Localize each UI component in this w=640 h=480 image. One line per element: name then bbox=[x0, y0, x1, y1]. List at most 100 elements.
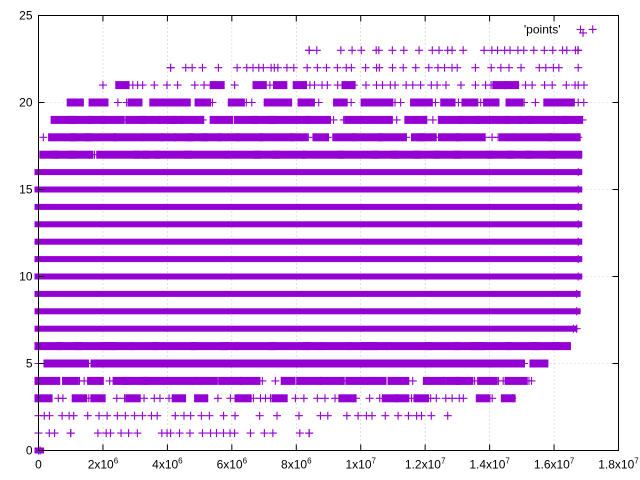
data-point-band bbox=[297, 98, 315, 107]
data-point bbox=[520, 359, 529, 368]
data-point bbox=[548, 46, 557, 55]
legend-marker-plus bbox=[576, 25, 585, 34]
data-point bbox=[528, 81, 537, 90]
data-point bbox=[246, 429, 255, 438]
data-point-band bbox=[504, 115, 523, 124]
data-point bbox=[95, 411, 104, 420]
data-point bbox=[435, 46, 444, 55]
data-point bbox=[249, 394, 258, 403]
data-point bbox=[291, 394, 300, 403]
data-points bbox=[34, 25, 597, 455]
data-point-band bbox=[168, 376, 196, 385]
data-point-band bbox=[110, 342, 135, 351]
data-point bbox=[572, 307, 581, 316]
data-point-band bbox=[139, 115, 161, 124]
x-tick-label: 4x106 bbox=[152, 457, 183, 472]
data-point-band bbox=[290, 115, 310, 124]
data-point bbox=[155, 394, 164, 403]
data-point bbox=[562, 342, 571, 351]
data-point-band bbox=[55, 342, 83, 351]
data-point-band bbox=[88, 115, 106, 124]
data-point-band bbox=[277, 98, 293, 107]
data-point-band bbox=[517, 133, 553, 142]
data-point bbox=[58, 394, 67, 403]
data-point bbox=[173, 81, 182, 90]
data-point-band bbox=[414, 359, 442, 368]
data-point bbox=[480, 46, 489, 55]
data-point-band bbox=[349, 342, 369, 351]
data-point bbox=[166, 63, 175, 72]
data-point-band bbox=[66, 98, 84, 107]
data-point bbox=[310, 81, 319, 90]
data-point-band bbox=[184, 150, 230, 159]
data-point bbox=[140, 394, 149, 403]
x-tick-label: 1x107 bbox=[345, 457, 376, 472]
data-point-band bbox=[263, 98, 280, 107]
data-point-band bbox=[201, 133, 222, 142]
data-point-band bbox=[253, 150, 280, 159]
data-point bbox=[171, 411, 180, 420]
data-point-band bbox=[268, 342, 310, 351]
data-point bbox=[441, 81, 450, 90]
data-point bbox=[69, 411, 78, 420]
data-point-band bbox=[48, 133, 77, 142]
data-point bbox=[214, 63, 223, 72]
data-point-band bbox=[71, 394, 88, 403]
data-point-band bbox=[132, 342, 159, 351]
data-point-band bbox=[492, 81, 507, 90]
data-point bbox=[197, 411, 206, 420]
data-point bbox=[427, 411, 436, 420]
data-point bbox=[121, 411, 130, 420]
data-point bbox=[574, 63, 583, 72]
data-point-band bbox=[228, 359, 252, 368]
data-point-band bbox=[555, 98, 575, 107]
data-point bbox=[440, 63, 449, 72]
data-point-band bbox=[218, 376, 242, 385]
data-point-band bbox=[280, 376, 296, 385]
data-point bbox=[265, 81, 274, 90]
data-point-band bbox=[295, 359, 321, 368]
data-point bbox=[415, 46, 424, 55]
data-point bbox=[198, 115, 207, 124]
data-point bbox=[212, 429, 221, 438]
y-tick-label: 20 bbox=[19, 96, 33, 110]
data-point-band bbox=[195, 376, 217, 385]
data-point-band bbox=[145, 133, 164, 142]
data-point-band bbox=[549, 150, 583, 159]
data-point-band bbox=[529, 359, 549, 368]
data-point-band bbox=[51, 150, 76, 159]
data-point bbox=[511, 81, 520, 90]
data-point bbox=[574, 98, 583, 107]
data-point-band bbox=[125, 115, 146, 124]
data-point bbox=[428, 115, 437, 124]
data-point bbox=[519, 46, 528, 55]
data-point-band bbox=[341, 81, 356, 90]
data-point bbox=[357, 46, 366, 55]
data-point bbox=[162, 81, 171, 90]
data-point bbox=[574, 220, 583, 229]
data-point-band bbox=[227, 150, 261, 159]
data-point-band bbox=[112, 376, 129, 385]
data-point bbox=[295, 429, 304, 438]
legend-marker bbox=[576, 25, 585, 34]
data-point bbox=[574, 202, 583, 211]
data-point-band bbox=[248, 359, 278, 368]
data-point bbox=[453, 63, 462, 72]
data-point bbox=[402, 133, 411, 142]
data-point bbox=[230, 429, 239, 438]
data-point-band bbox=[50, 115, 76, 124]
data-point-band bbox=[440, 98, 456, 107]
data-point bbox=[323, 81, 332, 90]
data-point-band bbox=[173, 133, 194, 142]
data-point bbox=[431, 133, 440, 142]
data-point bbox=[375, 63, 384, 72]
data-point bbox=[574, 168, 583, 177]
data-point bbox=[50, 429, 59, 438]
data-point bbox=[133, 429, 142, 438]
data-point-band bbox=[227, 98, 245, 107]
data-point-band bbox=[389, 342, 433, 351]
data-point-band bbox=[142, 150, 161, 159]
data-point bbox=[394, 411, 403, 420]
data-point-band bbox=[190, 342, 229, 351]
data-point bbox=[572, 324, 581, 333]
